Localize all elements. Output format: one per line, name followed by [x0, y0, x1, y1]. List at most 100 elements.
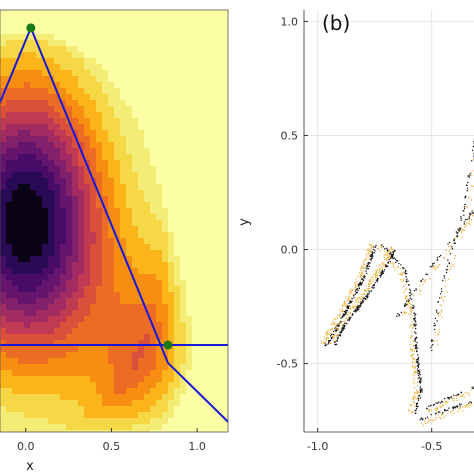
contour-cell — [42, 412, 49, 419]
contour-cell — [0, 400, 7, 407]
contour-cell — [192, 136, 199, 143]
contour-cell — [60, 112, 67, 119]
contour-cell — [156, 112, 163, 119]
contour-cell — [204, 292, 211, 299]
contour-cell — [120, 40, 127, 47]
contour-cell — [96, 10, 103, 17]
scatter-point — [438, 411, 441, 413]
contour-cell — [180, 172, 187, 179]
contour-cell — [0, 46, 7, 53]
scatter-point — [455, 236, 457, 238]
contour-cell — [42, 376, 49, 383]
contour-cell — [102, 106, 109, 113]
scatter-point — [412, 361, 414, 363]
contour-cell — [96, 28, 103, 35]
contour-cell — [24, 406, 31, 413]
contour-cell — [30, 292, 37, 299]
contour-cell — [18, 256, 25, 263]
contour-cell — [90, 244, 97, 251]
contour-cell — [6, 118, 13, 125]
contour-cell — [138, 52, 145, 59]
contour-cell — [156, 100, 163, 107]
contour-cell — [60, 304, 67, 311]
contour-cell — [30, 130, 37, 137]
contour-cell — [186, 136, 193, 143]
contour-cell — [24, 124, 31, 131]
scatter-point — [360, 267, 362, 270]
contour-cell — [102, 238, 109, 245]
contour-cell — [18, 166, 25, 173]
contour-cell — [66, 382, 73, 389]
contour-cell — [54, 214, 61, 221]
contour-cell — [42, 10, 49, 17]
contour-cell — [36, 190, 43, 197]
contour-cell — [42, 160, 49, 167]
scatter-point — [374, 250, 376, 252]
scatter-point — [356, 298, 358, 301]
contour-cell — [12, 376, 19, 383]
contour-cell — [204, 184, 211, 191]
contour-cell — [54, 406, 61, 413]
contour-cell — [54, 70, 61, 77]
contour-cell — [90, 118, 97, 125]
contour-cell — [150, 364, 157, 371]
contour-cell — [60, 172, 67, 179]
contour-cell — [162, 382, 169, 389]
contour-cell — [132, 148, 139, 155]
scatter-point — [470, 388, 473, 391]
contour-cell — [222, 10, 228, 17]
contour-cell — [42, 208, 49, 215]
scatter-point — [420, 417, 423, 419]
contour-cell — [6, 232, 13, 239]
scatter-point — [389, 250, 392, 253]
contour-cell — [108, 412, 115, 419]
contour-cell — [12, 190, 19, 197]
contour-cell — [48, 70, 55, 77]
scatter-point — [422, 424, 425, 426]
contour-cell — [126, 130, 133, 137]
scatter-point — [370, 257, 373, 260]
contour-cell — [126, 148, 133, 155]
contour-cell — [96, 64, 103, 71]
contour-cell — [102, 190, 109, 197]
contour-cell — [102, 400, 109, 407]
scatter-point — [350, 289, 352, 292]
contour-cell — [96, 274, 103, 281]
contour-cell — [36, 40, 43, 47]
contour-cell — [150, 352, 157, 359]
contour-cell — [78, 94, 85, 101]
contour-cell — [144, 52, 151, 59]
contour-cell — [216, 58, 223, 65]
contour-cell — [24, 214, 31, 221]
scatter-point — [370, 255, 372, 257]
contour-cell — [120, 376, 127, 383]
contour-cell — [204, 394, 211, 401]
contour-cell — [132, 394, 139, 401]
scatter-point — [436, 259, 439, 261]
scatter-point — [340, 311, 343, 313]
contour-cell — [192, 16, 199, 23]
contour-cell — [24, 58, 31, 65]
contour-cell — [120, 262, 127, 269]
scatter-point — [386, 247, 388, 250]
scatter-point — [341, 310, 344, 312]
contour-cell — [204, 232, 211, 239]
contour-cell — [0, 382, 7, 389]
contour-cell — [168, 94, 175, 101]
contour-cell — [144, 304, 151, 311]
contour-cell — [186, 100, 193, 107]
contour-cell — [48, 106, 55, 113]
contour-cell — [150, 238, 157, 245]
contour-cell — [36, 430, 43, 432]
contour-cell — [168, 64, 175, 71]
scatter-point — [357, 304, 359, 306]
contour-cell — [114, 16, 121, 23]
scatter-point — [326, 334, 328, 336]
contour-cell — [114, 148, 121, 155]
contour-cell — [66, 340, 73, 347]
contour-cell — [54, 136, 61, 143]
contour-cell — [30, 142, 37, 149]
contour-cell — [72, 412, 79, 419]
contour-cell — [186, 52, 193, 59]
contour-cell — [138, 370, 145, 377]
